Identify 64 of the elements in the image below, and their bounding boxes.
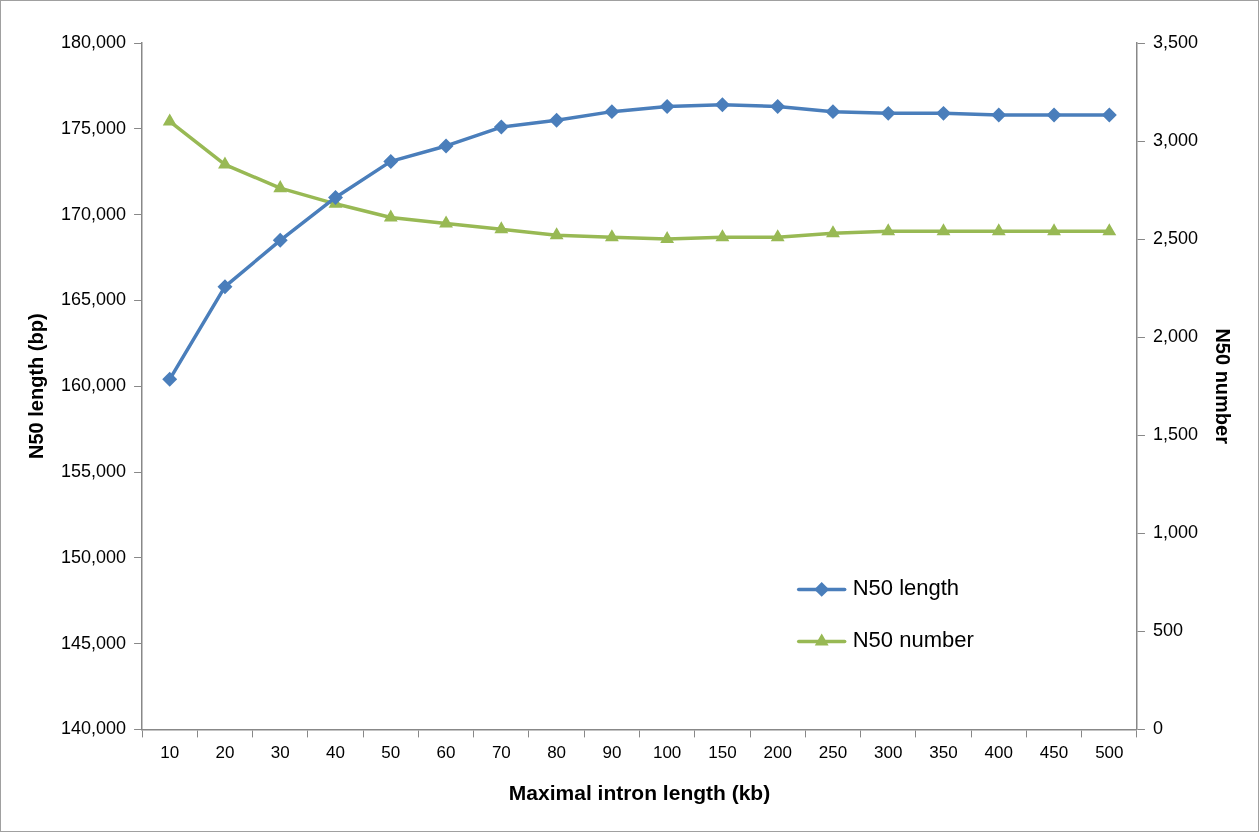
x-tick-label: 90: [602, 743, 622, 763]
point: [162, 372, 177, 387]
point: [384, 154, 398, 169]
x-tick-label: 60: [436, 743, 456, 763]
x-tick-label: 300: [874, 743, 903, 763]
point: [218, 279, 232, 294]
y-tick-label: 155,000: [60, 460, 127, 481]
point: [881, 106, 895, 121]
y2-tick-label: 3,500: [1152, 31, 1198, 52]
point: [274, 181, 286, 193]
y-tick-label: 165,000: [60, 289, 127, 310]
legend-label: N50 number: [852, 627, 974, 653]
y-tick-label: 145,000: [60, 632, 127, 653]
point: [1047, 108, 1061, 122]
y2-axis-title: N50 number: [1212, 328, 1235, 445]
y-tick-label: 140,000: [60, 718, 127, 739]
x-tick-label: 50: [381, 743, 401, 763]
point: [605, 104, 619, 119]
point: [715, 98, 730, 112]
x-axis-title: Maximal intron length (kb): [508, 781, 771, 805]
y2-tick-label: 500: [1152, 620, 1183, 641]
x-tick-label: 400: [984, 743, 1013, 763]
point: [661, 232, 673, 244]
x-tick-label: 40: [326, 743, 345, 763]
legend-label: N50 length: [852, 575, 960, 601]
y2-tick-label: 2,000: [1152, 326, 1198, 347]
x-tick-label: 20: [215, 743, 235, 763]
y2-tick-label: 0: [1152, 718, 1163, 739]
x-tick-label: 150: [708, 743, 737, 763]
point: [549, 113, 564, 127]
point: [550, 228, 563, 240]
point: [328, 190, 343, 205]
point: [826, 104, 840, 119]
point: [439, 139, 453, 153]
point: [936, 106, 951, 121]
y2-tick-label: 1,500: [1152, 424, 1198, 445]
y2-tick-label: 3,000: [1152, 130, 1198, 151]
y-tick-label: 175,000: [60, 117, 127, 138]
point: [770, 99, 785, 114]
x-tick-label: 10: [160, 743, 180, 763]
point: [827, 226, 839, 238]
x-tick-label: 80: [547, 743, 567, 763]
y2-tick-label: 1,000: [1152, 522, 1198, 543]
x-tick-label: 350: [929, 743, 958, 763]
y-tick-label: 160,000: [60, 375, 127, 396]
x-tick-label: 500: [1095, 743, 1124, 763]
y-tick-label: 150,000: [60, 546, 127, 567]
point: [992, 108, 1006, 122]
point: [660, 99, 674, 114]
x-tick-label: 100: [652, 743, 682, 763]
point: [716, 230, 729, 242]
x-tick-label: 450: [1039, 743, 1069, 763]
point: [606, 230, 618, 242]
point: [273, 233, 287, 248]
point: [494, 120, 509, 134]
y2-tick-label: 2,500: [1152, 228, 1198, 249]
y-tick-label: 180,000: [60, 31, 127, 52]
y-axis-title: N50 length (bp): [24, 313, 47, 459]
x-tick-label: 70: [491, 743, 511, 763]
point: [1102, 108, 1117, 122]
y-tick-label: 170,000: [60, 203, 127, 224]
x-tick-label: 250: [818, 743, 848, 763]
x-tick-label: 200: [763, 743, 792, 763]
x-tick-label: 30: [270, 743, 290, 763]
